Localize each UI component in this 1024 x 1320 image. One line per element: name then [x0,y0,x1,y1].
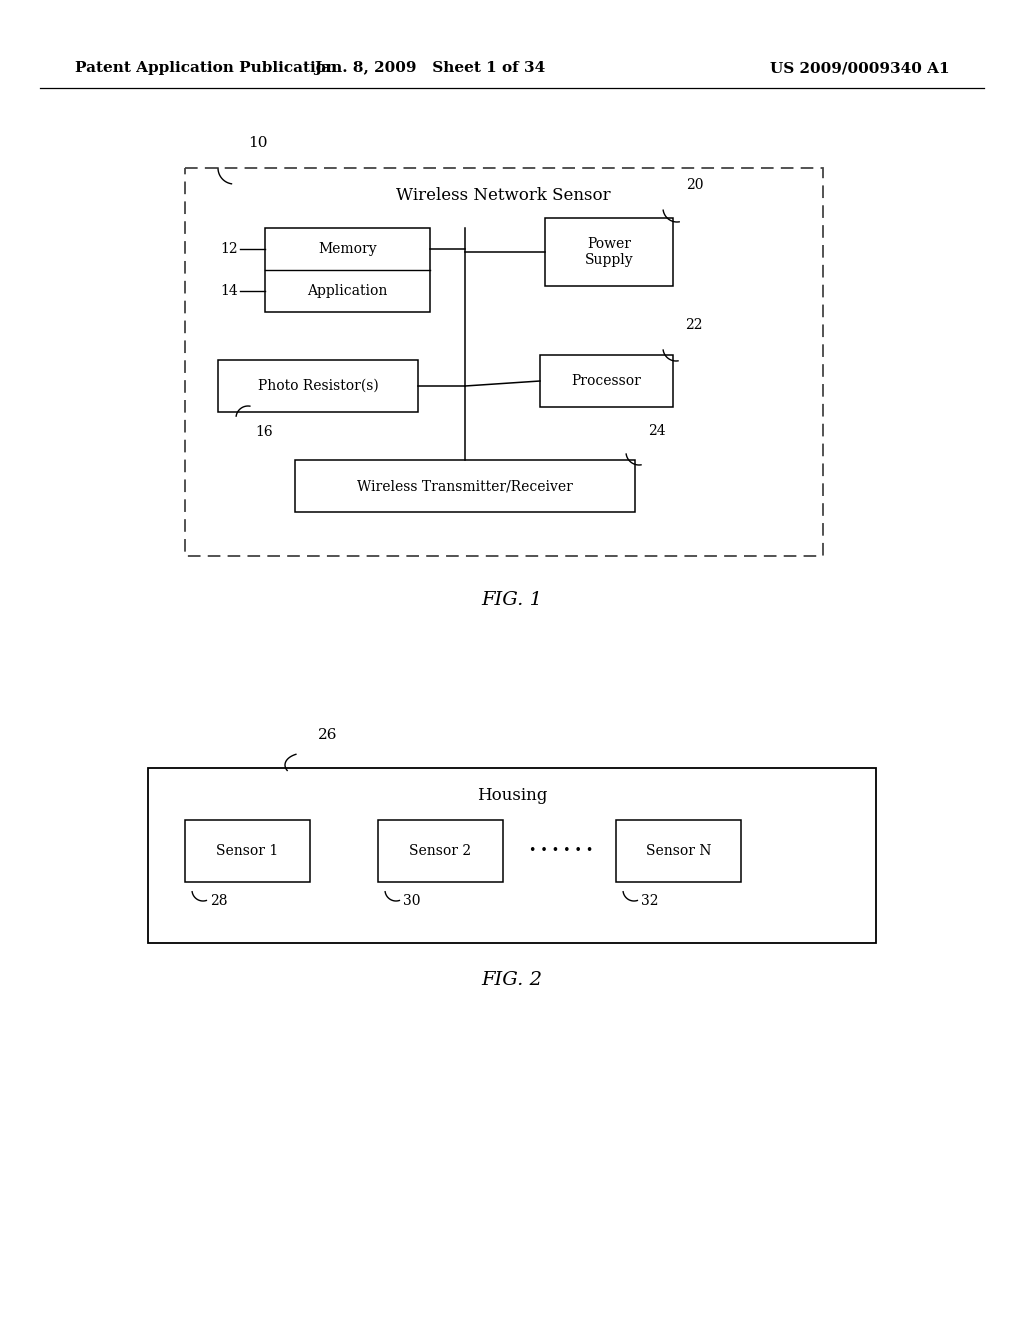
Text: Application: Application [307,284,388,298]
Bar [185,168,823,556]
Text: FIG. 2: FIG. 2 [481,972,543,989]
Bar [378,820,503,882]
Text: Power
Supply: Power Supply [585,236,633,267]
Text: Wireless Transmitter/Receiver: Wireless Transmitter/Receiver [357,479,573,492]
Text: 28: 28 [210,894,227,908]
Text: Wireless Network Sensor: Wireless Network Sensor [395,186,610,203]
Text: 32: 32 [641,894,658,908]
Text: Photo Resistor(s): Photo Resistor(s) [258,379,379,393]
Text: 26: 26 [318,729,338,742]
Bar [616,820,741,882]
Text: Processor: Processor [571,374,641,388]
Bar [148,768,876,942]
Text: 20: 20 [686,178,703,191]
Text: 16: 16 [255,425,272,440]
Text: 30: 30 [403,894,421,908]
Text: Sensor 2: Sensor 2 [410,843,472,858]
Text: Memory: Memory [318,242,377,256]
Text: 24: 24 [648,424,666,438]
Text: 14: 14 [220,284,238,298]
Text: Sensor N: Sensor N [646,843,712,858]
Bar [218,360,418,412]
Bar [295,459,635,512]
Bar [185,820,310,882]
Text: Sensor 1: Sensor 1 [216,843,279,858]
Text: 12: 12 [220,242,238,256]
Text: Housing: Housing [477,788,547,804]
Text: • • • • • •: • • • • • • [528,845,593,858]
Bar [545,218,673,286]
Text: US 2009/0009340 A1: US 2009/0009340 A1 [770,61,950,75]
Bar [540,355,673,407]
Text: Jan. 8, 2009   Sheet 1 of 34: Jan. 8, 2009 Sheet 1 of 34 [314,61,546,75]
Text: FIG. 1: FIG. 1 [481,591,543,609]
Text: 10: 10 [248,136,267,150]
Text: Patent Application Publication: Patent Application Publication [75,61,337,75]
Text: 22: 22 [685,318,702,333]
Bar [265,228,430,312]
